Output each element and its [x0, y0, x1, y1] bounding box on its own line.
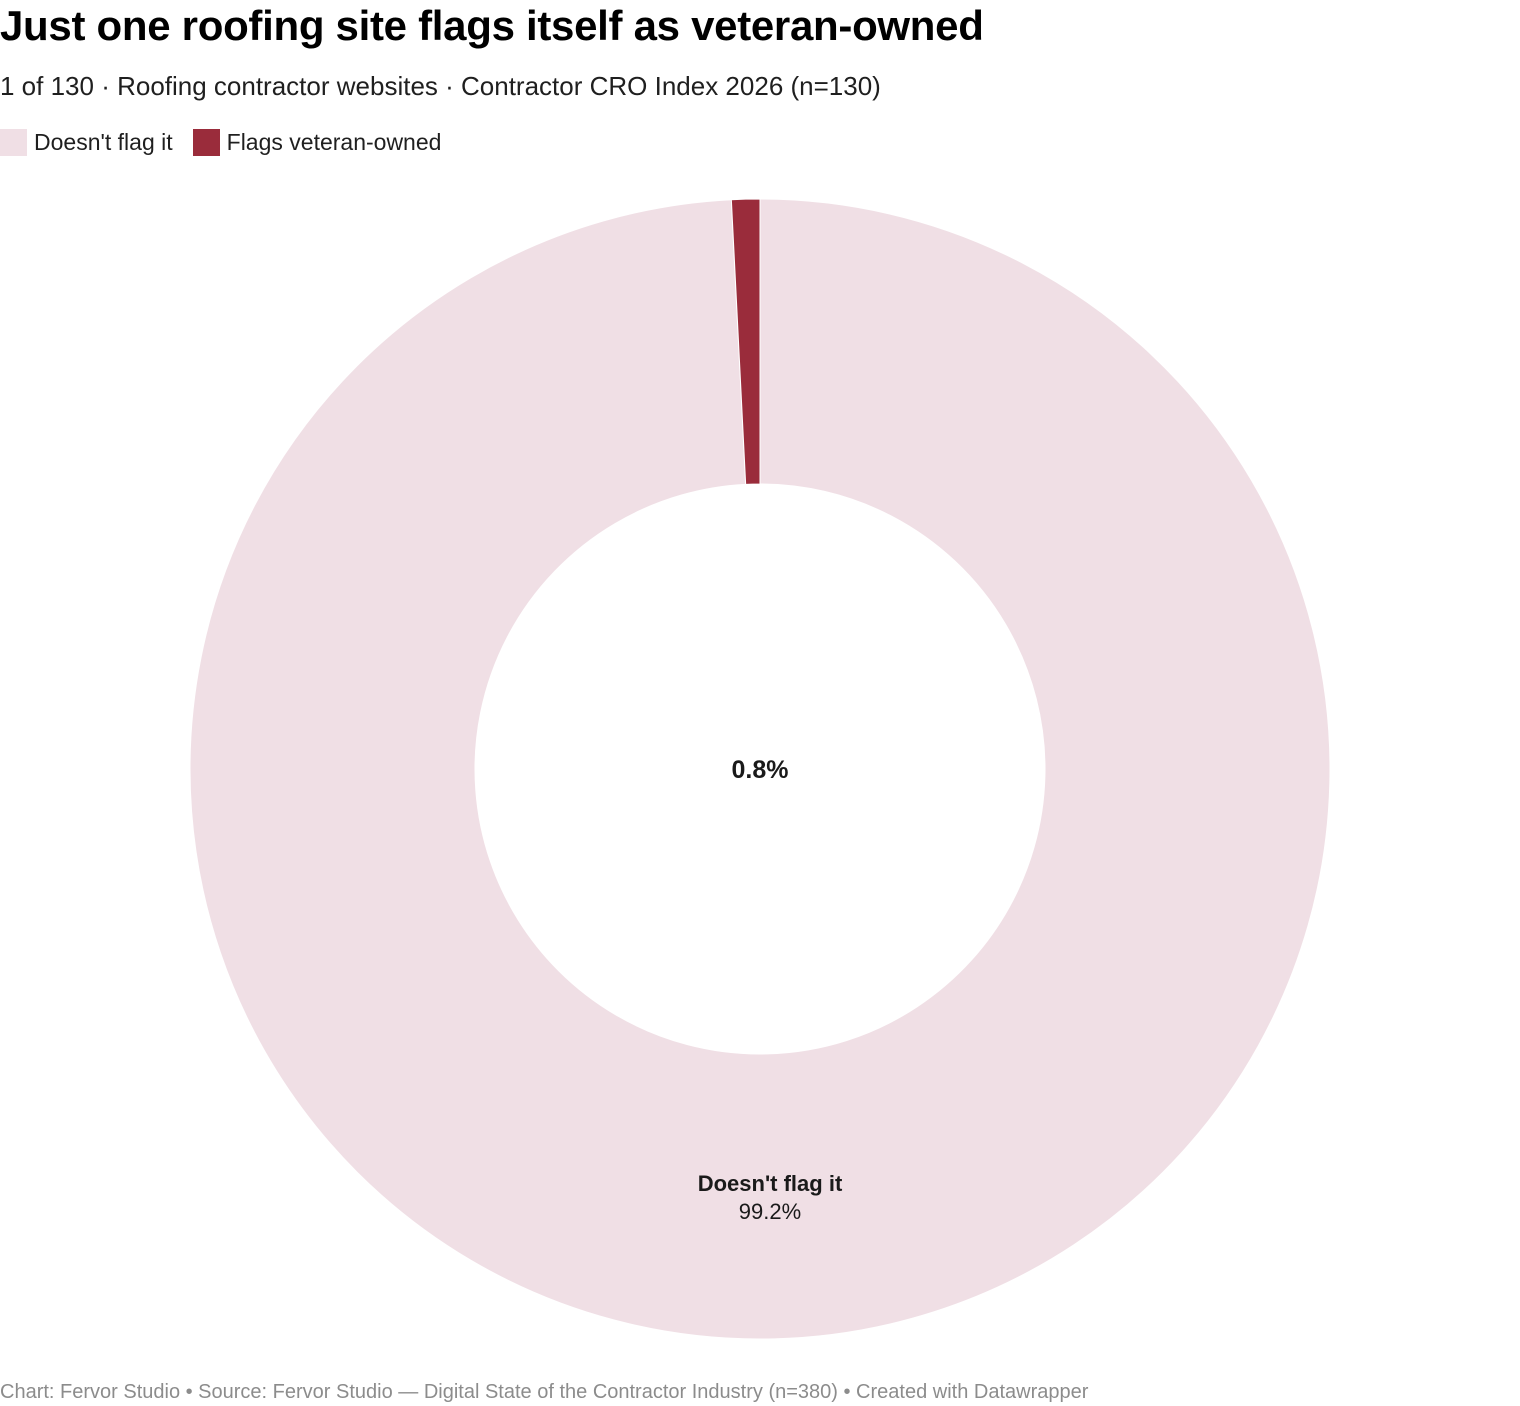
- legend: Doesn't flag it Flags veteran-owned: [0, 126, 461, 158]
- chart-subtitle: 1 of 130 · Roofing contractor websites ·…: [0, 71, 881, 101]
- slice-label-doesnt-flag-value: 99.2%: [739, 1199, 801, 1224]
- slice-label-doesnt-flag-name: Doesn't flag it: [698, 1171, 843, 1196]
- chart-footer: Chart: Fervor Studio • Source: Fervor St…: [0, 1381, 1089, 1403]
- chart-title: Just one roofing site flags itself as ve…: [0, 2, 984, 49]
- legend-label-doesnt-flag: Doesn't flag it: [34, 129, 173, 155]
- center-label: 0.8%: [732, 756, 789, 784]
- legend-swatch-doesnt-flag: [0, 128, 27, 156]
- legend-item-flags-veteran: Flags veteran-owned: [192, 127, 442, 157]
- donut-slice-flags-veteran: [730, 198, 761, 485]
- donut-chart: 0.8% Doesn't flag it 99.2%: [189, 198, 1331, 1340]
- legend-item-doesnt-flag: Doesn't flag it: [0, 127, 173, 157]
- legend-swatch-flags-veteran: [192, 128, 220, 156]
- donut-slice-doesnt-flag: [189, 198, 1331, 1340]
- legend-label-flags-veteran: Flags veteran-owned: [226, 129, 442, 155]
